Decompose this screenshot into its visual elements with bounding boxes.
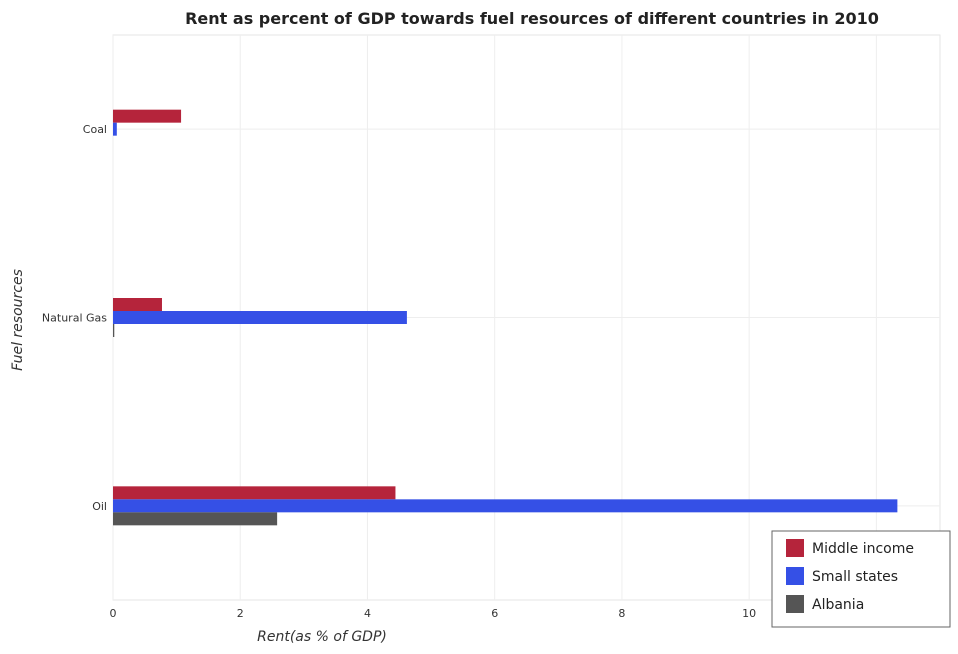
legend-label: Albania <box>812 597 864 613</box>
y-tick-label: Natural Gas <box>42 312 107 325</box>
bar <box>113 512 278 526</box>
bar <box>113 298 162 311</box>
x-axis-label: Rent(as % of GDP) <box>257 629 387 645</box>
x-tick-label: 0 <box>110 607 117 620</box>
x-tick-label: 10 <box>742 607 756 620</box>
bar <box>113 109 182 123</box>
chart-title: Rent as percent of GDP towards fuel reso… <box>185 9 879 28</box>
bars <box>113 109 898 526</box>
bar <box>113 486 396 500</box>
legend-swatch <box>786 595 804 613</box>
x-tick-label: 8 <box>618 607 625 620</box>
bar <box>113 499 898 513</box>
x-tick-label: 2 <box>237 607 244 620</box>
y-tick-label: Coal <box>83 123 107 136</box>
y-tick-label: Oil <box>92 500 107 513</box>
legend: Middle income Small states Albania <box>771 530 951 628</box>
x-tick-label: 4 <box>364 607 371 620</box>
x-tick-label: 6 <box>491 607 498 620</box>
bar <box>113 324 115 337</box>
legend-label: Small states <box>812 569 898 585</box>
bar <box>113 311 407 324</box>
y-axis-label: Fuel resources <box>10 269 26 371</box>
legend-swatch <box>786 539 804 557</box>
legend-label: Middle income <box>812 541 914 557</box>
bar <box>113 122 117 136</box>
legend-swatch <box>786 567 804 585</box>
